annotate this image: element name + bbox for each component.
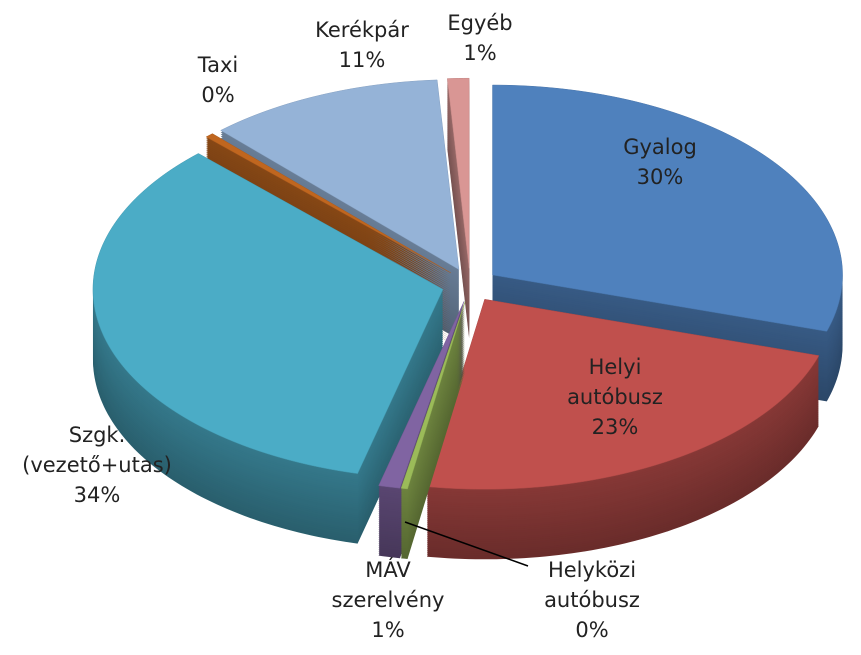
value-label: 0% bbox=[575, 618, 609, 642]
value-label: 34% bbox=[73, 483, 121, 507]
slice-label: Kerékpár 11% bbox=[302, 15, 422, 75]
value-label: 23% bbox=[591, 415, 639, 439]
slice-label: Taxi 0% bbox=[178, 50, 258, 110]
slice bbox=[400, 301, 466, 490]
category-label: Helyközi autóbusz bbox=[544, 558, 640, 612]
slice bbox=[447, 77, 470, 269]
category-label: Gyalog bbox=[623, 135, 697, 159]
value-label: 11% bbox=[338, 48, 386, 72]
pie bbox=[92, 77, 843, 560]
leader-line bbox=[404, 521, 529, 567]
slice bbox=[220, 79, 460, 271]
category-label: MÁV szerelvény bbox=[331, 558, 445, 612]
slice bbox=[378, 301, 465, 489]
category-label: Kerékpár bbox=[315, 18, 409, 42]
value-label: 1% bbox=[371, 618, 405, 642]
category-label: Taxi bbox=[197, 53, 239, 77]
value-label: 0% bbox=[201, 83, 235, 107]
slice-label: MÁV szerelvény 1% bbox=[318, 555, 458, 645]
slice-label: Szgk. (vezető+utas) 34% bbox=[2, 420, 192, 510]
slice bbox=[92, 153, 444, 474]
slice-label: Helyközi autóbusz 0% bbox=[527, 555, 657, 645]
slice-label: Helyi autóbusz 23% bbox=[560, 352, 670, 442]
value-label: 1% bbox=[463, 41, 497, 65]
slice bbox=[426, 299, 820, 490]
category-label: Helyi autóbusz bbox=[567, 355, 663, 409]
category-label: Szgk. (vezető+utas) bbox=[22, 423, 172, 477]
slice-label: Egyéb 1% bbox=[440, 8, 520, 68]
slice bbox=[492, 84, 843, 332]
slice-side bbox=[447, 80, 470, 339]
slice bbox=[205, 133, 451, 274]
value-label: 30% bbox=[636, 165, 684, 189]
slice-label: Gyalog 30% bbox=[590, 132, 730, 192]
category-label: Egyéb bbox=[447, 11, 513, 35]
